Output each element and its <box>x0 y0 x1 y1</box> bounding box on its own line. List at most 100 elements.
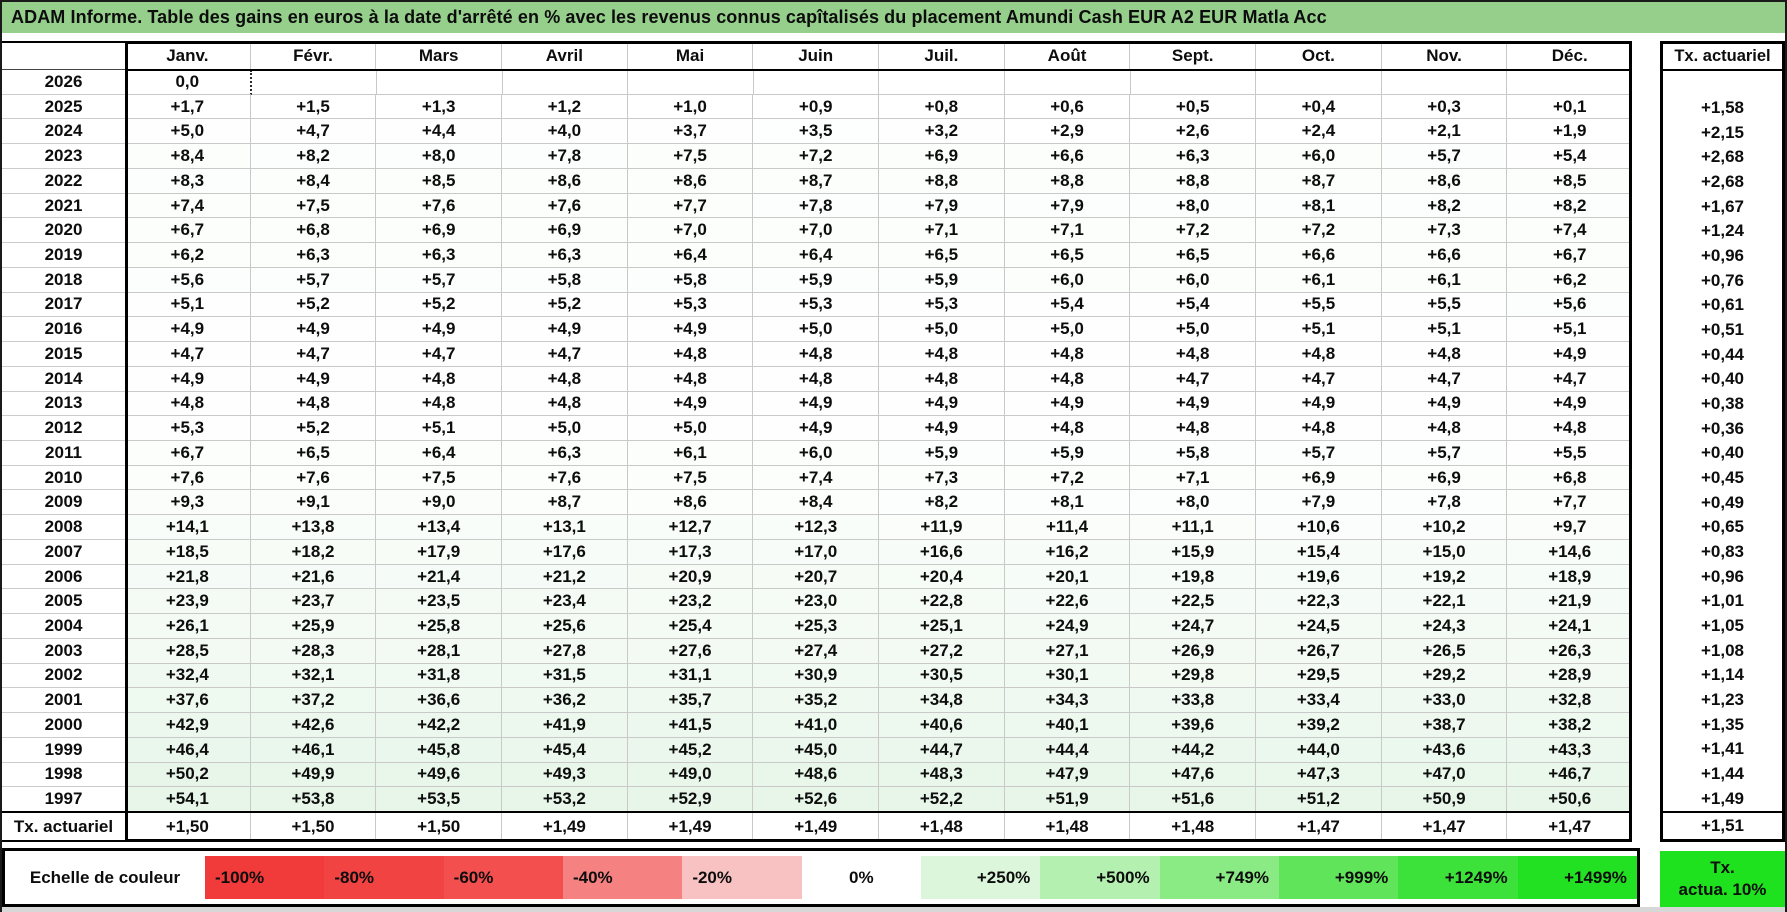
gain-cell[interactable]: +4,7 <box>250 119 377 145</box>
gain-cell[interactable]: +7,8 <box>1381 490 1508 516</box>
gain-cell[interactable]: +2,4 <box>1256 119 1382 145</box>
tx-actuariel-cell[interactable]: +0,44 <box>1663 342 1782 368</box>
gain-cell[interactable]: +5,4 <box>1004 292 1131 318</box>
gain-cell[interactable]: +50,9 <box>1381 787 1508 813</box>
gain-cell[interactable]: +4,8 <box>1256 416 1382 442</box>
gain-cell[interactable]: +7,9 <box>1004 193 1131 219</box>
tx-actuariel-cell[interactable]: +2,68 <box>1663 145 1782 170</box>
gain-cell[interactable]: +1,0 <box>627 94 754 120</box>
gain-cell[interactable]: +4,8 <box>879 366 1005 392</box>
legend-color-cell[interactable]: -80% <box>324 856 444 899</box>
gain-cell[interactable]: +4,8 <box>1256 342 1382 367</box>
gain-cell[interactable]: +5,7 <box>1256 441 1382 466</box>
gain-cell[interactable]: +5,1 <box>1256 317 1382 343</box>
gain-cell[interactable]: +9,0 <box>376 490 503 516</box>
gain-cell[interactable]: +32,4 <box>125 663 251 689</box>
year-label[interactable]: 2013 <box>2 391 125 417</box>
footer-rate-cell[interactable]: +1,48 <box>1004 812 1131 842</box>
gain-cell[interactable]: +5,5 <box>1507 441 1633 466</box>
gain-cell[interactable]: +5,1 <box>1381 317 1508 343</box>
gain-cell[interactable]: +25,6 <box>502 614 628 639</box>
gain-cell[interactable]: +0,9 <box>753 94 880 120</box>
gain-cell[interactable]: +26,5 <box>1381 638 1508 664</box>
gain-cell[interactable]: +43,6 <box>1381 737 1508 763</box>
footer-rate-cell[interactable]: +1,50 <box>376 812 503 842</box>
gain-cell[interactable]: +4,9 <box>1381 391 1508 417</box>
gain-cell[interactable]: +50,2 <box>125 762 251 788</box>
gain-cell[interactable]: +8,5 <box>376 168 503 194</box>
gain-cell[interactable]: +46,7 <box>1507 762 1633 788</box>
gain-cell[interactable]: +34,8 <box>879 688 1005 714</box>
gain-cell[interactable]: +49,9 <box>250 762 377 788</box>
gain-cell[interactable]: +52,2 <box>879 787 1005 813</box>
gain-cell[interactable]: +4,9 <box>1256 391 1382 417</box>
gain-cell[interactable]: +7,7 <box>1507 490 1633 516</box>
gain-cell[interactable]: +45,8 <box>376 737 503 763</box>
gain-cell[interactable]: +4,8 <box>1004 342 1131 367</box>
year-label[interactable]: 2010 <box>2 465 125 491</box>
gain-cell[interactable]: +26,7 <box>1256 638 1382 664</box>
gain-cell[interactable]: +7,2 <box>1130 218 1257 244</box>
gain-cell[interactable]: +22,1 <box>1381 589 1508 615</box>
gain-cell[interactable]: +22,8 <box>879 589 1005 615</box>
tx-actuariel-cell[interactable]: +0,38 <box>1663 391 1782 417</box>
gain-cell[interactable]: +37,2 <box>250 688 377 714</box>
gain-cell[interactable]: +22,5 <box>1130 589 1257 615</box>
gain-cell[interactable]: +17,6 <box>502 539 628 565</box>
gain-cell[interactable]: +44,2 <box>1130 737 1257 763</box>
gain-cell[interactable]: +46,1 <box>250 737 377 763</box>
gain-cell[interactable]: +6,5 <box>1130 243 1257 268</box>
gain-cell[interactable] <box>1130 70 1257 95</box>
gain-cell[interactable]: +8,2 <box>879 490 1005 516</box>
gain-cell[interactable]: +6,5 <box>250 441 377 466</box>
gain-cell[interactable]: +7,0 <box>627 218 754 244</box>
gain-cell[interactable]: +23,0 <box>753 589 880 615</box>
gain-cell[interactable]: +24,1 <box>1507 614 1633 639</box>
gain-cell[interactable]: +5,3 <box>879 292 1005 318</box>
gain-cell[interactable]: +5,0 <box>502 416 628 442</box>
year-label[interactable]: 2011 <box>2 441 125 466</box>
month-header-cell[interactable]: Janv. <box>125 41 251 70</box>
year-label[interactable]: 2026 <box>2 70 125 95</box>
gain-cell[interactable]: +8,6 <box>627 490 754 516</box>
gain-cell[interactable]: +44,4 <box>1004 737 1131 763</box>
gain-cell[interactable]: +53,5 <box>376 787 503 813</box>
gain-cell[interactable]: +6,3 <box>376 243 503 268</box>
gain-cell[interactable]: +12,3 <box>753 515 880 540</box>
gain-cell[interactable]: +30,9 <box>753 663 880 689</box>
gain-cell[interactable]: +5,1 <box>1507 317 1633 343</box>
gain-cell[interactable]: +6,4 <box>627 243 754 268</box>
gain-cell[interactable]: +5,9 <box>879 441 1005 466</box>
gain-cell[interactable]: +6,3 <box>1130 144 1257 169</box>
footer-rate-cell[interactable]: +1,49 <box>502 812 628 842</box>
gain-cell[interactable]: +4,9 <box>627 317 754 343</box>
year-label[interactable]: 2004 <box>2 614 125 639</box>
gain-cell[interactable]: +20,7 <box>753 564 880 590</box>
gain-cell[interactable]: +41,9 <box>502 713 628 738</box>
gain-cell[interactable]: +36,6 <box>376 688 503 714</box>
gain-cell[interactable]: +33,0 <box>1381 688 1508 714</box>
gain-cell[interactable]: +31,1 <box>627 663 754 689</box>
tx-actuariel-cell[interactable]: +0,36 <box>1663 416 1782 442</box>
gain-cell[interactable]: +11,4 <box>1004 515 1131 540</box>
gain-cell[interactable]: +22,3 <box>1256 589 1382 615</box>
gain-cell[interactable]: +8,2 <box>1381 193 1508 219</box>
gain-cell[interactable]: +32,8 <box>1507 688 1633 714</box>
gain-cell[interactable]: +4,9 <box>753 416 880 442</box>
gain-cell[interactable]: +51,9 <box>1004 787 1131 813</box>
legend-color-cell[interactable]: 0% <box>801 856 921 899</box>
gain-cell[interactable]: +6,3 <box>502 243 628 268</box>
gain-cell[interactable]: +8,0 <box>376 144 503 169</box>
gain-cell[interactable]: +8,8 <box>1130 168 1257 194</box>
gain-cell[interactable]: +10,6 <box>1256 515 1382 540</box>
gain-cell[interactable]: +5,7 <box>1381 441 1508 466</box>
gain-cell[interactable]: +14,1 <box>125 515 251 540</box>
gain-cell[interactable]: +6,9 <box>1381 465 1508 491</box>
gain-cell[interactable]: +6,8 <box>250 218 377 244</box>
tx-actuariel-cell[interactable]: +0,40 <box>1663 367 1782 392</box>
gain-cell[interactable]: +4,8 <box>1004 416 1131 442</box>
gain-cell[interactable]: +4,9 <box>627 391 754 417</box>
gain-cell[interactable]: +47,6 <box>1130 762 1257 788</box>
gain-cell[interactable]: +16,6 <box>879 539 1005 565</box>
gain-cell[interactable]: +13,8 <box>250 515 377 540</box>
